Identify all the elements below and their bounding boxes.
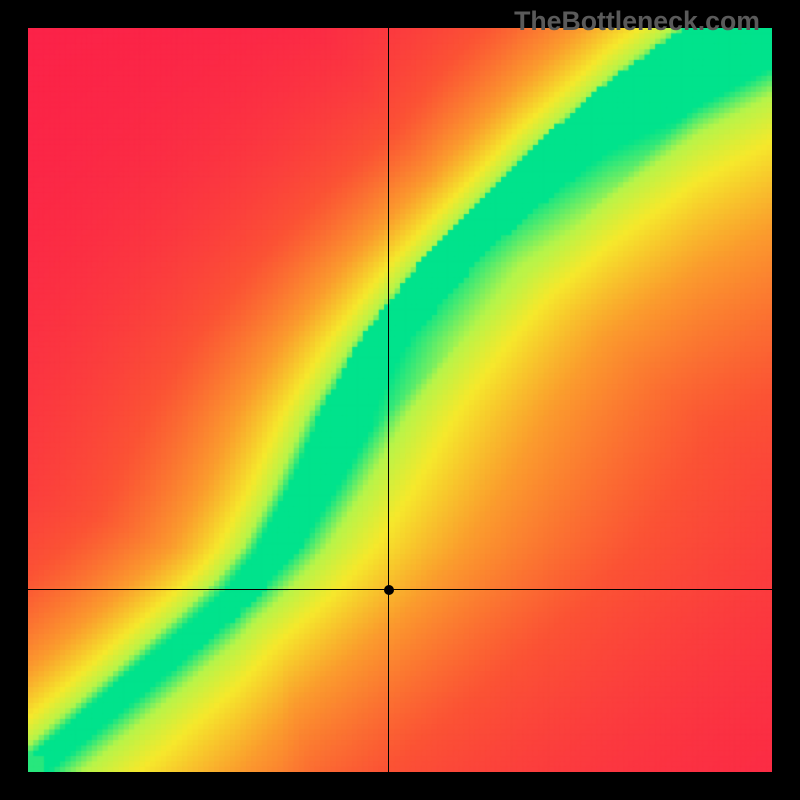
crosshair-vertical [388, 28, 389, 772]
crosshair-horizontal [28, 589, 772, 590]
bottleneck-heatmap [28, 28, 772, 772]
watermark-text: TheBottleneck.com [514, 6, 760, 37]
crosshair-marker [384, 585, 394, 595]
